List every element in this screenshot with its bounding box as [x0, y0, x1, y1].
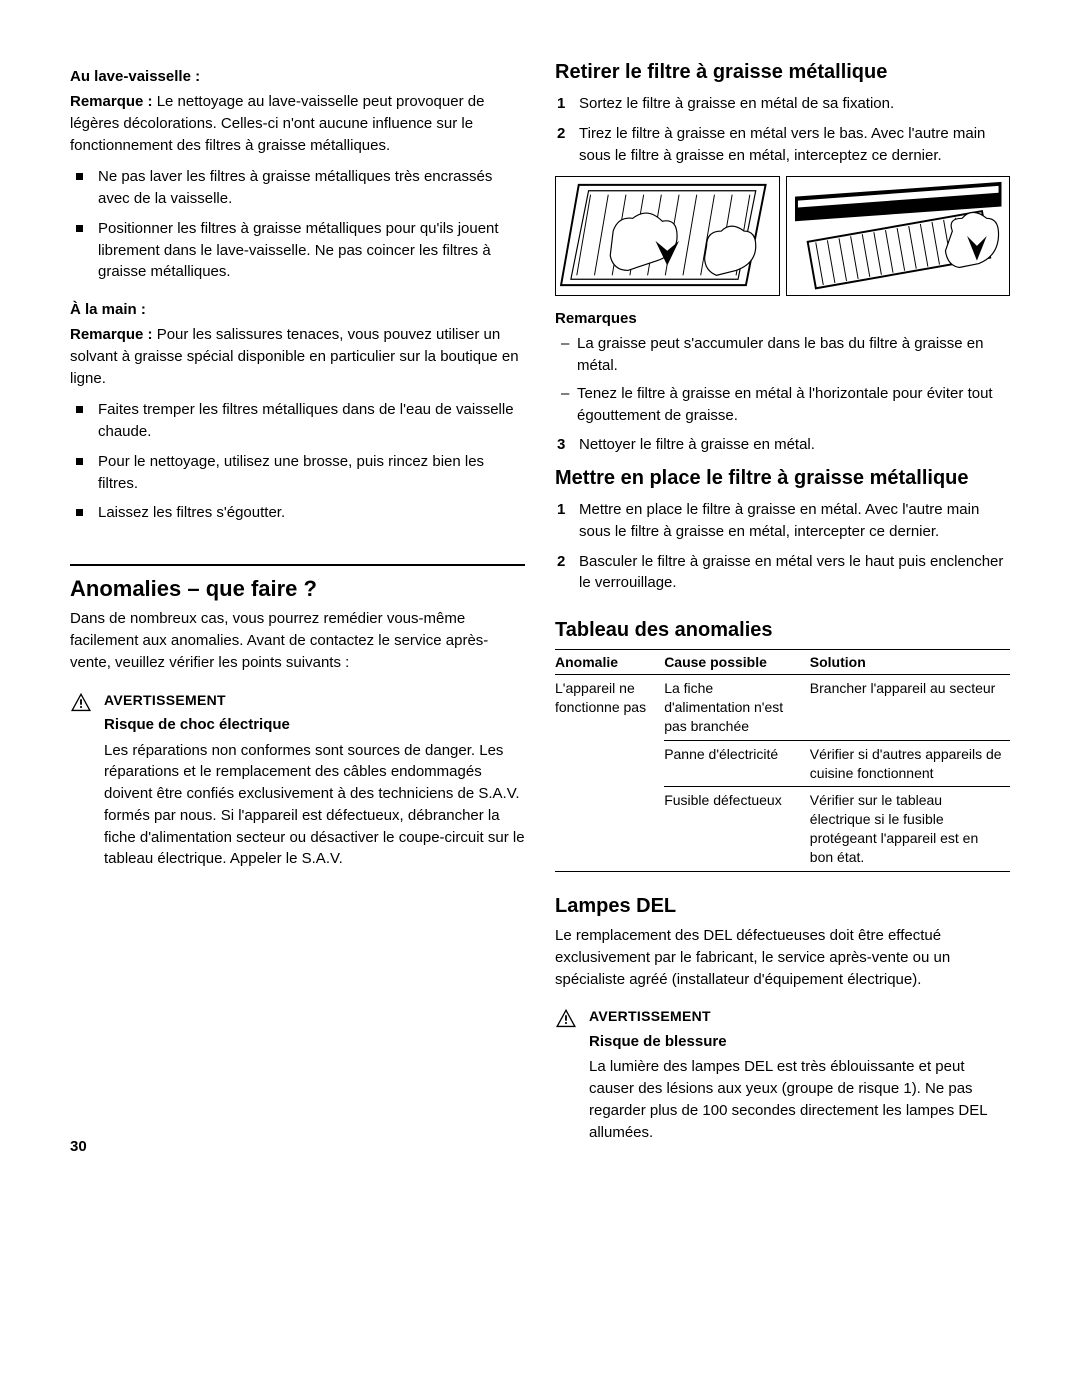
warning-title: AVERTISSEMENT	[589, 1006, 1010, 1026]
anomalies-heading: Anomalies – que faire ?	[70, 564, 525, 602]
anomaly-table-heading: Tableau des anomalies	[555, 618, 1010, 643]
warning-icon	[70, 692, 92, 717]
warning-title: AVERTISSEMENT	[104, 690, 525, 710]
warning-sub: Risque de blessure	[589, 1031, 1010, 1053]
warning-body: AVERTISSEMENT Risque de blessure La lumi…	[589, 1006, 1010, 1143]
byhand-note: Remarque : Pour les salissures tenaces, …	[70, 324, 525, 389]
figure-row	[555, 176, 1010, 296]
cell-cause: Panne d'électricité	[664, 740, 810, 787]
notes-heading: Remarques	[555, 310, 1010, 327]
led-heading: Lampes DEL	[555, 894, 1010, 919]
manual-page: Au lave-vaisselle : Remarque : Le nettoy…	[0, 0, 1080, 1183]
cell-solution: Vérifier sur le tableau électrique si le…	[810, 787, 1010, 872]
anomalies-intro: Dans de nombreux cas, vous pourrez reméd…	[70, 608, 525, 673]
note-label: Remarque :	[70, 326, 153, 343]
step: 2 Tirez le filtre à graisse en métal ver…	[579, 123, 1010, 167]
remove-filter-step3: 3 Nettoyer le filtre à graisse en métal.	[555, 434, 1010, 456]
step: 1 Mettre en place le filtre à graisse en…	[579, 499, 1010, 543]
col-anomaly: Anomalie	[555, 650, 664, 675]
note: La graisse peut s'accumuler dans le bas …	[577, 333, 1010, 377]
anomaly-table: Anomalie Cause possible Solution L'appar…	[555, 649, 1010, 872]
dishwasher-bullets: Ne pas laver les filtres à graisse métal…	[70, 166, 525, 283]
cell-cause: La fiche d'alimentation n'est pas branch…	[664, 675, 810, 741]
table-row: L'appareil ne fonctionne pas La fiche d'…	[555, 675, 1010, 741]
figure-filter-remove-1	[555, 176, 780, 296]
bullet: Ne pas laver les filtres à graisse métal…	[98, 166, 525, 210]
remove-filter-heading: Retirer le filtre à graisse métallique	[555, 60, 1010, 85]
step: 2 Basculer le filtre à graisse en métal …	[579, 551, 1010, 595]
warning-sub: Risque de choc électrique	[104, 714, 525, 736]
bullet: Faites tremper les filtres métalliques d…	[98, 399, 525, 443]
step-text: Nettoyer le filtre à graisse en métal.	[579, 436, 815, 453]
step-number: 1	[557, 499, 565, 521]
cell-solution: Vérifier si d'autres appareils de cuisin…	[810, 740, 1010, 787]
bullet: Laissez les filtres s'égoutter.	[98, 502, 525, 524]
bullet: Pour le nettoyage, utilisez une brosse, …	[98, 451, 525, 495]
install-filter-steps: 1 Mettre en place le filtre à graisse en…	[555, 499, 1010, 594]
two-column-layout: Au lave-vaisselle : Remarque : Le nettoy…	[70, 50, 1010, 1143]
step-number: 3	[557, 434, 565, 456]
table-header-row: Anomalie Cause possible Solution	[555, 650, 1010, 675]
page-number: 30	[70, 1138, 87, 1155]
step-text: Tirez le filtre à graisse en métal vers …	[579, 125, 985, 164]
right-column: Retirer le filtre à graisse métallique 1…	[555, 50, 1010, 1143]
col-solution: Solution	[810, 650, 1010, 675]
step-number: 2	[557, 123, 565, 145]
bullet: Positionner les filtres à graisse métall…	[98, 218, 525, 283]
warning-body: AVERTISSEMENT Risque de choc électrique …	[104, 690, 525, 871]
byhand-heading: À la main :	[70, 301, 525, 318]
col-cause: Cause possible	[664, 650, 810, 675]
cell-solution: Brancher l'appareil au secteur	[810, 675, 1010, 741]
remove-filter-notes: La graisse peut s'accumuler dans le bas …	[555, 333, 1010, 426]
note-label: Remarque :	[70, 93, 153, 110]
cell-cause: Fusible défectueux	[664, 787, 810, 872]
remove-filter-steps: 1 Sortez le filtre à graisse en métal de…	[555, 93, 1010, 166]
cell-anomaly: L'appareil ne fonctionne pas	[555, 675, 664, 872]
step-text: Mettre en place le filtre à graisse en m…	[579, 501, 979, 540]
byhand-bullets: Faites tremper les filtres métalliques d…	[70, 399, 525, 524]
warning-block-shock: AVERTISSEMENT Risque de choc électrique …	[70, 690, 525, 871]
dishwasher-heading: Au lave-vaisselle :	[70, 68, 525, 85]
install-filter-heading: Mettre en place le filtre à graisse méta…	[555, 466, 1010, 491]
dishwasher-note: Remarque : Le nettoyage au lave-vaissell…	[70, 91, 525, 156]
led-intro: Le remplacement des DEL défectueuses doi…	[555, 925, 1010, 990]
warning-text: Les réparations non conformes sont sourc…	[104, 740, 525, 871]
step: 3 Nettoyer le filtre à graisse en métal.	[579, 434, 1010, 456]
left-column: Au lave-vaisselle : Remarque : Le nettoy…	[70, 50, 525, 1143]
step-text: Sortez le filtre à graisse en métal de s…	[579, 95, 894, 112]
step-number: 2	[557, 551, 565, 573]
step-text: Basculer le filtre à graisse en métal ve…	[579, 553, 1003, 592]
warning-icon	[555, 1008, 577, 1033]
step: 1 Sortez le filtre à graisse en métal de…	[579, 93, 1010, 115]
warning-block-injury: AVERTISSEMENT Risque de blessure La lumi…	[555, 1006, 1010, 1143]
figure-filter-remove-2	[786, 176, 1011, 296]
step-number: 1	[557, 93, 565, 115]
warning-text: La lumière des lampes DEL est très éblou…	[589, 1056, 1010, 1143]
note: Tenez le filtre à graisse en métal à l'h…	[577, 383, 1010, 427]
